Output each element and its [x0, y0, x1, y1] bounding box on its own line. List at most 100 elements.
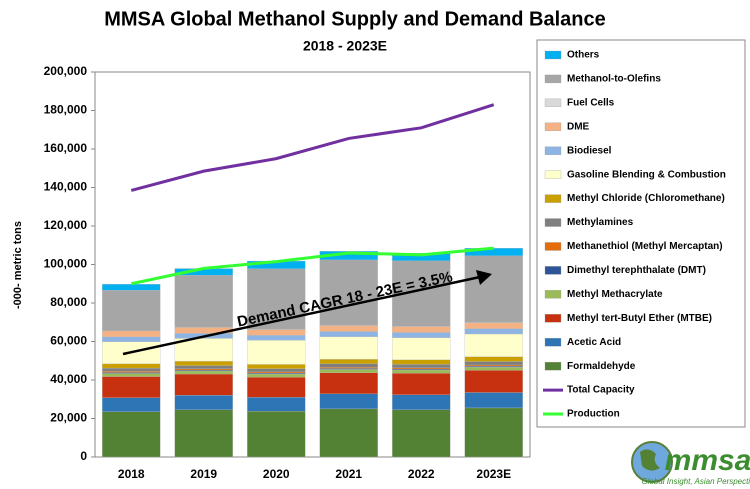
legend-label: Biodiesel: [567, 145, 612, 156]
bar-segment: [247, 335, 306, 341]
legend-label: Methyl Methacrylate: [567, 289, 663, 300]
legend-label: Others: [567, 50, 600, 61]
legend-box: [536, 39, 746, 428]
bar-segment: [102, 371, 161, 373]
legend-label: Methyl tert-Butyl Ether (MTBE): [567, 313, 712, 324]
bar-segment: [174, 275, 233, 328]
bar-segment: [464, 407, 523, 458]
legend-swatch: [544, 98, 562, 108]
bar-segment: [102, 363, 161, 369]
bar-segment: [464, 366, 523, 371]
bar-segment: [102, 330, 161, 338]
legend-label: Formaldehyde: [567, 361, 636, 372]
line-series: [130, 246, 494, 286]
arrow-head: [476, 270, 492, 285]
bar-segment: [464, 370, 523, 393]
x-tick-label: 2018: [118, 467, 145, 481]
legend-swatch: [544, 194, 562, 203]
legend-label: Methanethiol (Methyl Mercaptan): [567, 241, 723, 252]
bar-segment: [319, 367, 378, 369]
legend-label: Acetic Acid: [567, 337, 621, 348]
bar-segment: [319, 363, 378, 368]
bar-segment: [392, 332, 451, 338]
bar-segment: [464, 322, 523, 329]
y-tick-label: 140,000: [44, 180, 88, 194]
legend-swatch: [544, 290, 562, 299]
logo: [631, 441, 673, 483]
logo-name: mmsa: [665, 444, 750, 477]
bar-segment: [174, 373, 233, 396]
legend-label: Methanol-to-Olefins: [567, 74, 661, 85]
chart-subtitle: 2018 - 2023E: [303, 38, 387, 54]
bar-segment: [319, 336, 378, 360]
x-tick-label: 2020: [263, 467, 290, 481]
y-tick-label: 200,000: [44, 64, 88, 78]
bar-segment: [392, 364, 451, 369]
bar-segment: [247, 368, 306, 373]
bar-segment: [319, 369, 378, 373]
bar-segment: [102, 397, 161, 412]
bar-segment: [247, 371, 306, 374]
bar-segment: [247, 364, 306, 369]
bar-segment: [464, 333, 523, 357]
y-tick-label: 160,000: [44, 141, 88, 155]
bar-segment: [392, 326, 451, 333]
bar-segment: [392, 369, 451, 374]
legend-swatch: [544, 218, 562, 227]
bar-segment: [102, 367, 161, 372]
legend-swatch: [544, 314, 562, 323]
legend-label: Fuel Cells: [567, 98, 615, 109]
bar-segment: [102, 290, 161, 331]
legend-label: Methylamines: [567, 217, 634, 228]
x-tick-label: 2021: [335, 467, 362, 481]
bar-segment: [392, 409, 451, 458]
bar-segment: [174, 409, 233, 458]
legend-swatch: [544, 74, 562, 84]
bar-segment: [392, 394, 451, 410]
bar-segment: [174, 370, 233, 375]
bar-segment: [464, 364, 523, 367]
y-tick-label: 180,000: [44, 103, 88, 117]
bar-segment: [319, 325, 378, 332]
legend-swatch: [544, 266, 562, 275]
x-tick-label: 2022: [408, 467, 435, 481]
bar-segment: [102, 411, 161, 458]
bar-segment: [174, 395, 233, 410]
legend-swatch: [544, 122, 562, 131]
legend-label: DME: [567, 121, 590, 132]
y-tick-label: 80,000: [50, 295, 87, 309]
legend-swatch: [544, 361, 562, 371]
bar-segment: [102, 376, 161, 398]
legend-swatch: [544, 146, 562, 155]
bar-segment: [247, 268, 306, 330]
bar-segment: [464, 255, 523, 323]
bar-segment: [174, 368, 233, 371]
logo-land: [640, 449, 660, 471]
y-tick-label: 120,000: [44, 218, 88, 232]
y-axis-label: -000- metric tons: [12, 221, 24, 309]
bar-segment: [247, 329, 306, 336]
bar-segment: [247, 411, 306, 458]
legend-label: Dimethyl terephthalate (DMT): [567, 265, 706, 276]
legend-label: Total Capacity: [567, 385, 635, 396]
annotation-arrow: [122, 275, 481, 356]
y-tick-label: 0: [80, 449, 87, 463]
bar-segment: [247, 373, 306, 378]
legend-label: Production: [567, 409, 620, 420]
bar-segment: [319, 331, 378, 337]
legend-swatch: [544, 50, 562, 60]
chart-title: MMSA Global Methanol Supply and Demand B…: [104, 8, 606, 30]
x-tick-label: 2019: [190, 467, 217, 481]
y-tick-label: 20,000: [50, 411, 87, 425]
bar-segment: [247, 397, 306, 412]
y-tick-label: 60,000: [50, 334, 87, 348]
bar-segment: [102, 336, 161, 342]
bar-segment: [319, 408, 378, 458]
bar-segment: [464, 392, 523, 409]
bar-segment: [392, 373, 451, 395]
bar-segment: [247, 376, 306, 398]
legend-swatch: [544, 242, 562, 251]
bar-segment: [392, 367, 451, 370]
legend-label: Methyl Chloride (Chloromethane): [567, 193, 725, 204]
bar-segment: [464, 356, 523, 362]
